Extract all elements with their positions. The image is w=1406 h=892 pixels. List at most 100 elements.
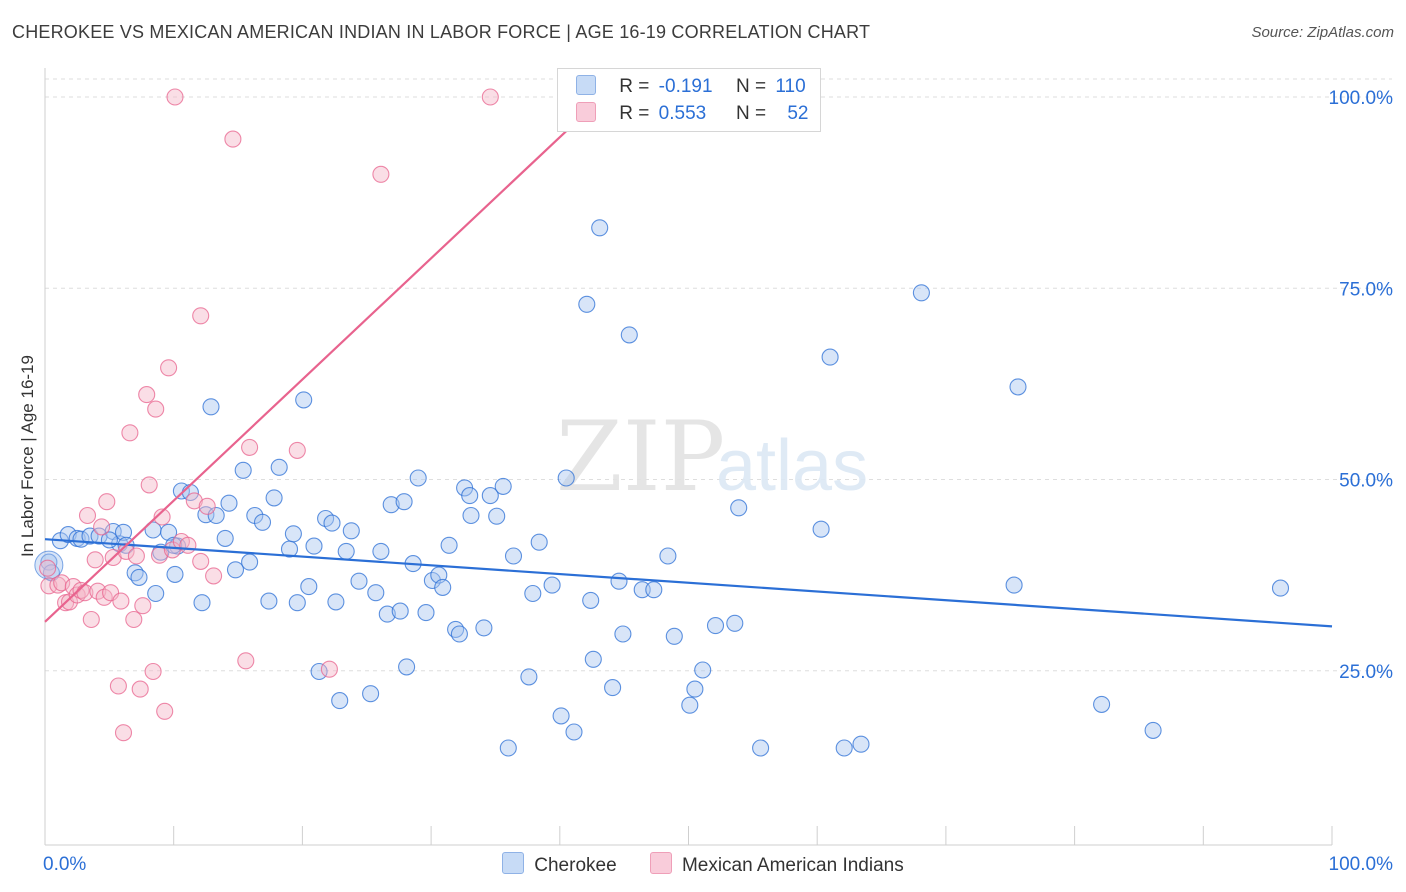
cherokee-point — [659, 547, 677, 565]
watermark-atlas: atlas — [716, 426, 868, 506]
cherokee-point — [633, 581, 651, 599]
mexican-point — [82, 610, 100, 629]
mexican-point — [125, 610, 143, 629]
cherokee-point — [752, 739, 770, 757]
cherokee-point — [543, 576, 561, 594]
mexican-point — [93, 518, 111, 536]
cherokee-point — [81, 527, 99, 545]
cherokee-point — [265, 489, 283, 507]
cherokee-point — [310, 662, 328, 681]
cherokee-point — [1271, 579, 1290, 597]
cherokee-point — [694, 661, 712, 679]
legend-row-mexican: R = 0.553 N = 52 — [576, 102, 808, 126]
cherokee-point — [604, 679, 622, 697]
mexican-point — [40, 577, 58, 595]
cherokee-point — [72, 530, 90, 548]
y-tick-label: 100.0% — [1329, 88, 1394, 109]
cherokee-point — [726, 614, 744, 632]
mexican-point — [39, 559, 57, 577]
legend-row-cherokee: R = -0.191 N = 110 — [576, 75, 806, 99]
cherokee-point — [216, 529, 234, 547]
cherokee-point — [367, 584, 385, 602]
mexican-point — [288, 441, 306, 459]
mexican-point — [114, 724, 133, 742]
cherokee-point — [835, 739, 853, 757]
cherokee-point — [524, 584, 542, 603]
cherokee-point — [681, 696, 699, 714]
mexican-point — [320, 660, 338, 678]
cherokee-point — [305, 537, 323, 555]
cherokee-point — [591, 219, 609, 237]
mexican-point — [121, 424, 139, 442]
cherokee-point — [34, 550, 64, 580]
mexican-point — [147, 400, 165, 418]
cherokee-point — [1093, 695, 1111, 713]
cherokee-point — [398, 658, 416, 676]
mexican-point — [112, 592, 130, 610]
cherokee-point — [582, 591, 600, 609]
cherokee-swatch — [576, 75, 596, 95]
mexican-point — [205, 567, 223, 585]
y-tick-label: 75.0% — [1339, 279, 1393, 300]
mexican-point — [153, 508, 171, 526]
stats-legend: R = -0.191 N = 110 R = 0.553 N = 52 — [557, 68, 821, 132]
cherokee-point — [226, 561, 245, 579]
cherokee-point — [337, 542, 355, 560]
cherokee-point — [440, 536, 458, 554]
cherokee-point — [645, 581, 663, 599]
cherokee-point — [620, 326, 638, 344]
watermark-zip: ZIP — [556, 401, 725, 513]
cherokee-point — [331, 692, 349, 710]
legend-item-mexican[interactable]: Mexican American Indians — [649, 852, 904, 877]
mexican-legend-swatch — [649, 852, 672, 874]
mexican-point — [109, 677, 127, 695]
cherokee-point — [499, 739, 517, 757]
mexican-point — [89, 582, 107, 600]
cherokee-point — [253, 513, 272, 531]
mexican-point — [144, 662, 162, 681]
mexican-trend-line — [44, 129, 569, 623]
cherokee-point — [234, 461, 252, 479]
gridlines — [45, 78, 1392, 672]
cherokee-point — [565, 723, 583, 741]
series-legend: Cherokee Mexican American Indians — [0, 852, 1406, 877]
mexican-point — [160, 359, 178, 377]
mexican-point — [166, 88, 184, 106]
mexican-point — [241, 438, 259, 456]
cherokee-point — [395, 493, 413, 511]
cherokee-point — [665, 627, 683, 645]
cherokee-point — [584, 650, 602, 668]
cherokee-point — [409, 469, 427, 487]
mexican-point — [237, 652, 255, 670]
cherokee-point — [172, 482, 190, 500]
cherokee-point — [434, 578, 452, 596]
cherokee-point — [114, 523, 133, 541]
cherokee-points — [34, 219, 1290, 757]
cherokee-point — [284, 525, 302, 543]
mexican-point — [198, 497, 216, 515]
x-tick-label: 0.0% — [43, 854, 86, 875]
cherokee-point — [166, 565, 184, 583]
cherokee-point — [327, 593, 345, 611]
mexican-swatch — [576, 102, 596, 122]
mexican-point — [86, 551, 104, 569]
cherokee-point — [350, 572, 368, 590]
watermark: ZIP atlas — [556, 401, 868, 513]
mexican-point — [481, 88, 499, 106]
cherokee-point — [912, 284, 930, 302]
legend-item-cherokee[interactable]: Cherokee — [502, 852, 617, 877]
cherokee-point — [59, 526, 77, 544]
cherokee-point — [475, 619, 493, 637]
cherokee-point — [241, 553, 259, 571]
mexican-point — [117, 542, 135, 560]
cherokee-point — [462, 506, 480, 525]
cherokee-point — [160, 523, 178, 541]
cherokee-point — [323, 514, 341, 532]
cherokee-point — [557, 469, 575, 487]
cherokee-point — [504, 547, 523, 565]
cherokee-point — [1005, 576, 1023, 594]
chart-title: CHEROKEE VS MEXICAN AMERICAN INDIAN IN L… — [12, 22, 871, 42]
trend-lines — [44, 129, 1333, 628]
mexican-point — [138, 386, 156, 404]
